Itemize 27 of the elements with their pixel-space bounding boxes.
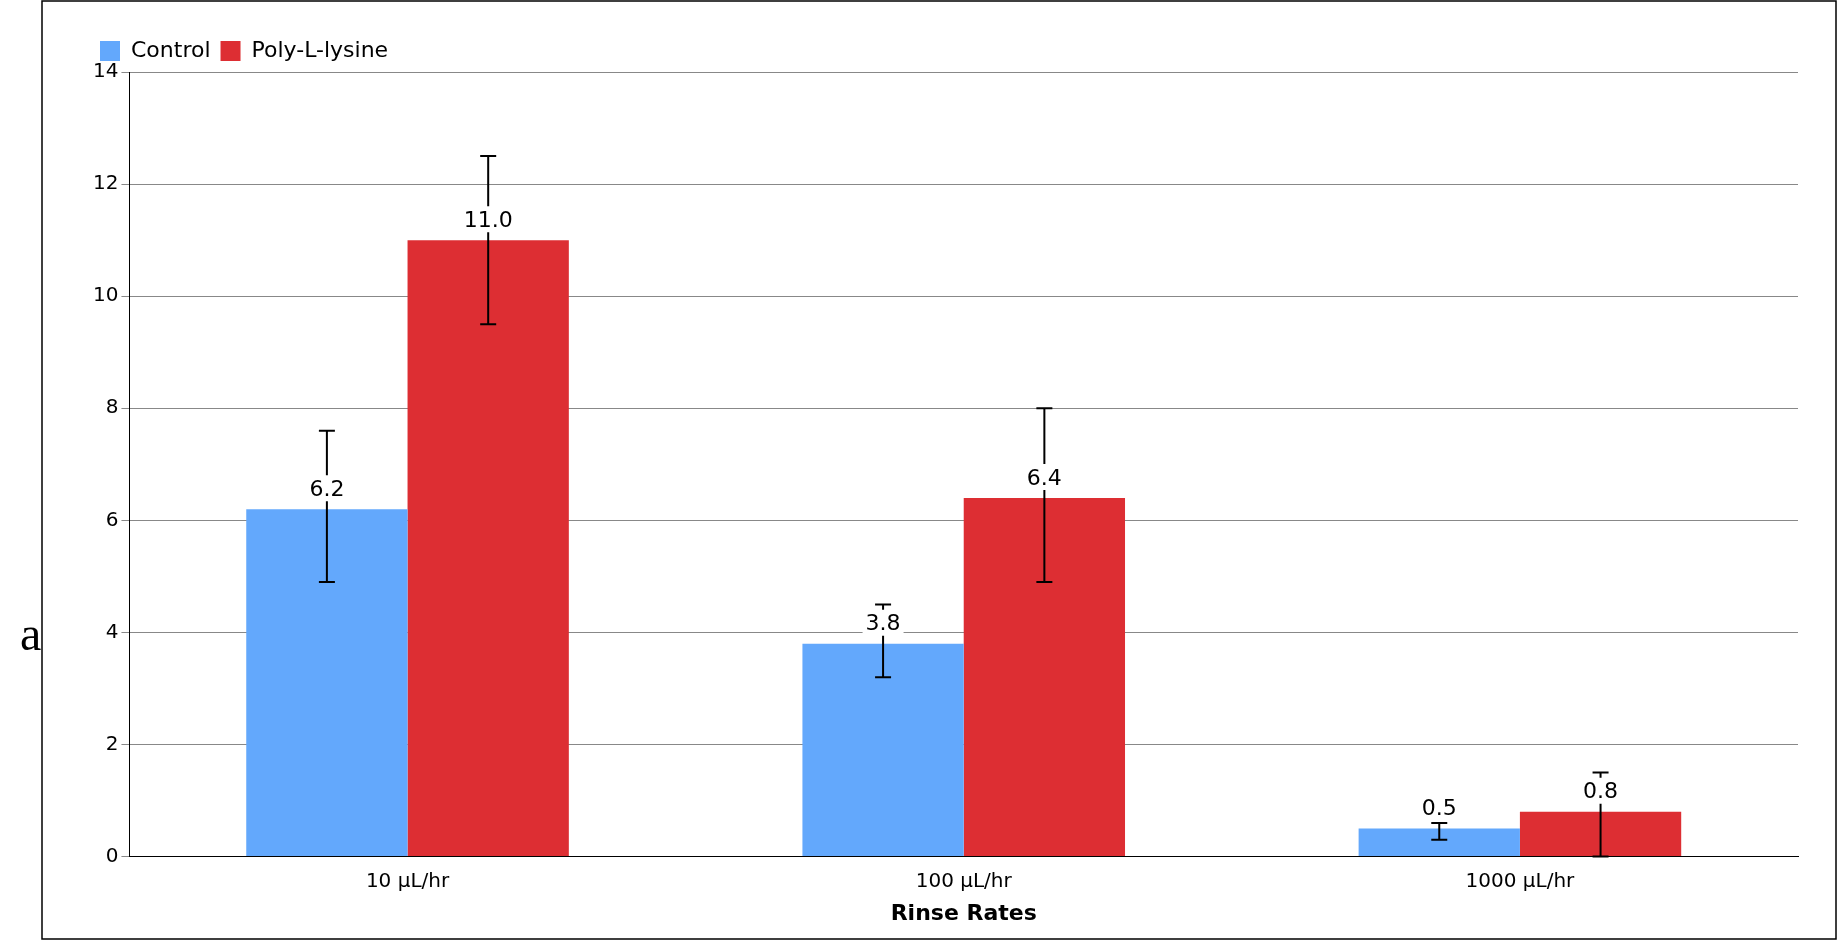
bar — [246, 509, 408, 857]
y-tick-label: 0 — [105, 842, 119, 867]
bar — [407, 240, 569, 857]
y-tick-label: 10 — [93, 282, 119, 307]
bar — [1519, 811, 1682, 857]
bar — [1358, 828, 1520, 857]
data-label: 0.5 — [1421, 795, 1457, 821]
y-tick-label: 2 — [105, 730, 119, 755]
data-label: 6.2 — [309, 475, 345, 501]
x-tick-label: 1000 µL/hr — [1465, 867, 1576, 892]
bar — [802, 643, 964, 857]
x-axis-title: Rinse Rates — [890, 899, 1037, 925]
data-label: 6.4 — [1026, 464, 1062, 490]
y-tick-label: 12 — [93, 170, 119, 195]
x-tick-label: 100 µL/hr — [915, 867, 1013, 892]
legend-label: Poly-L-lysine — [251, 36, 389, 62]
data-label: 0.8 — [1583, 778, 1619, 804]
data-label: 11.0 — [463, 206, 513, 232]
legend-label: Control — [131, 36, 211, 62]
y-tick-label: 8 — [105, 394, 119, 419]
y-tick-label: 4 — [105, 618, 119, 643]
y-tick-label: 14 — [93, 58, 119, 83]
data-label: 3.8 — [865, 610, 901, 636]
y-tick-label: 6 — [105, 506, 119, 531]
x-tick-label: 10 µL/hr — [365, 867, 450, 892]
text: a — [20, 606, 42, 660]
bar — [963, 497, 1126, 857]
